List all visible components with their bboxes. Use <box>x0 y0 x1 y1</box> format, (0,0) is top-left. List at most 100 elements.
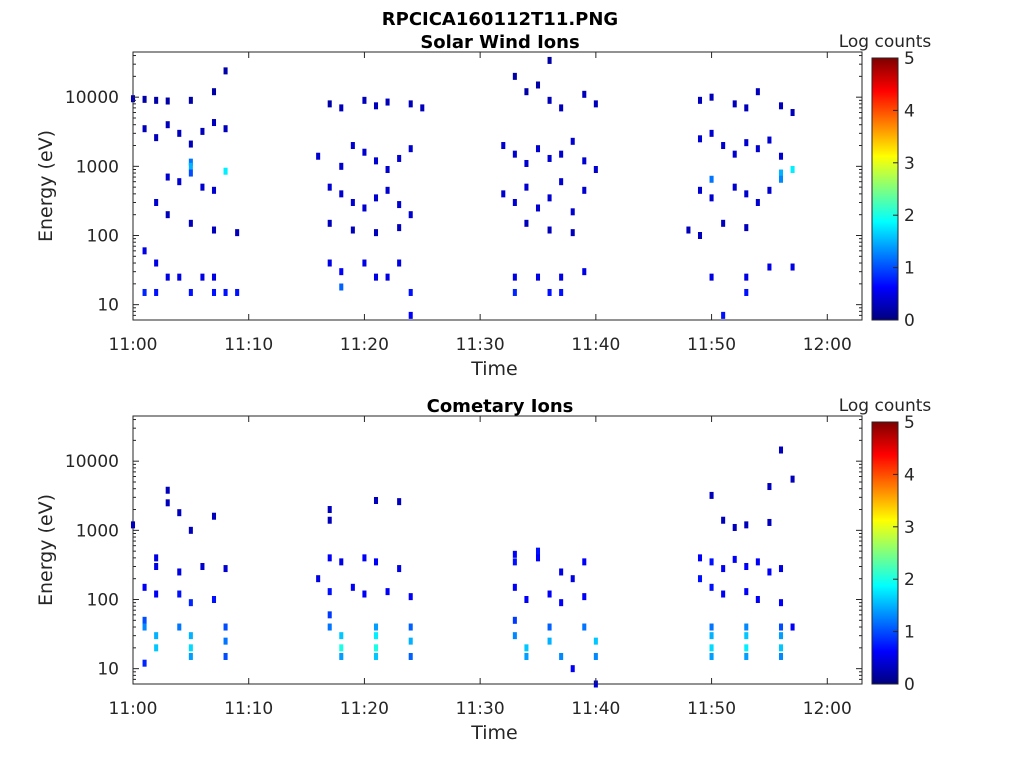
data-cell <box>778 599 784 607</box>
data-cell <box>593 100 598 108</box>
data-cell <box>211 88 217 96</box>
data-cell <box>778 102 784 110</box>
data-cell <box>408 623 413 631</box>
data-cell <box>547 288 552 296</box>
y-tick-label: 10 <box>97 296 119 316</box>
data-cell <box>362 259 367 267</box>
data-cell <box>339 644 344 652</box>
colorbar <box>871 57 899 321</box>
x-axis-label: Time <box>470 358 518 380</box>
data-cell <box>362 96 367 104</box>
data-cell <box>524 88 529 96</box>
data-cell <box>211 273 217 281</box>
data-cell <box>744 139 749 147</box>
data-cell <box>154 259 159 267</box>
y-tick-label: 100 <box>87 590 119 610</box>
data-cell <box>501 190 506 198</box>
data-cell <box>709 644 714 652</box>
data-cell <box>327 259 332 267</box>
data-cell <box>755 145 760 153</box>
data-cell <box>373 632 379 640</box>
data-cell <box>211 288 217 296</box>
data-cell <box>362 204 367 212</box>
figure-title: RPCICA160112T11.PNG <box>382 9 618 30</box>
data-cell <box>154 198 159 206</box>
x-axis-label: Time <box>470 722 518 744</box>
data-cell <box>547 96 552 104</box>
data-cell <box>697 231 703 239</box>
data-cell <box>188 526 193 534</box>
x-tick-label: 11:40 <box>571 699 620 719</box>
panel-1: 11:00 11:10 11:20 11:30 11:40 11:50 12:0010100… <box>35 32 931 380</box>
data-cell <box>755 558 760 566</box>
data-cell <box>559 288 564 296</box>
colorbar-tick-label: 5 <box>904 413 915 433</box>
data-cell <box>559 568 564 576</box>
data-cell <box>154 134 159 142</box>
data-cell <box>327 506 332 514</box>
data-cell <box>778 565 784 573</box>
data-cell <box>339 632 344 640</box>
y-tick-label: 1000 <box>76 157 119 177</box>
data-cell <box>732 183 737 191</box>
data-cell <box>142 125 147 133</box>
data-cell <box>397 201 402 209</box>
colorbar-tick-label: 2 <box>904 570 915 590</box>
colorbar-tick-label: 2 <box>904 206 915 226</box>
data-cell <box>744 632 749 640</box>
data-cell <box>547 590 552 598</box>
data-cell <box>732 150 737 158</box>
colorbar-tick-label: 4 <box>904 465 915 485</box>
colorbar-tick-label: 1 <box>904 259 915 279</box>
panel-title: Cometary Ions <box>427 396 574 417</box>
data-cell <box>327 516 332 524</box>
data-cell <box>339 558 344 566</box>
data-cell <box>408 100 413 108</box>
x-tick-label: 11:20 <box>340 699 389 719</box>
data-cell <box>385 98 390 106</box>
data-cell <box>142 583 147 591</box>
data-cell <box>316 575 321 583</box>
data-cell <box>709 194 714 202</box>
data-cell <box>373 229 379 237</box>
data-cell <box>524 595 529 603</box>
data-cell <box>362 590 367 598</box>
y-tick-label: 10000 <box>65 452 119 472</box>
data-cell <box>744 521 749 529</box>
data-cell <box>721 516 726 524</box>
data-cell <box>350 226 355 234</box>
data-cell <box>535 145 541 153</box>
data-cell <box>154 590 159 598</box>
data-cell <box>223 652 228 660</box>
data-cell <box>732 523 737 531</box>
data-cell <box>582 157 587 165</box>
x-tick-label: 12:00 <box>803 335 852 355</box>
data-cell <box>350 198 355 206</box>
data-cell <box>709 652 714 660</box>
data-cell <box>373 497 379 505</box>
data-cell <box>535 204 541 212</box>
colorbar-tick-label: 0 <box>904 311 915 331</box>
data-cell <box>697 186 703 194</box>
data-cell <box>397 154 402 162</box>
data-cell <box>697 96 703 104</box>
data-cell <box>778 169 784 177</box>
y-axis-label: Energy (eV) <box>35 494 57 606</box>
data-cell <box>188 652 193 660</box>
data-cell <box>512 550 517 558</box>
data-cell <box>732 555 737 563</box>
data-cell <box>362 148 367 156</box>
data-cell <box>697 135 703 143</box>
data-cell <box>512 558 517 566</box>
data-cell <box>223 623 228 631</box>
data-cell <box>709 583 714 591</box>
data-cell <box>697 554 703 562</box>
data-cell <box>211 512 217 520</box>
data-cell <box>744 623 749 631</box>
plot-area <box>132 51 863 321</box>
data-cell <box>512 72 517 80</box>
data-cell <box>790 109 795 117</box>
data-cell <box>165 97 170 105</box>
data-cell <box>593 652 598 660</box>
